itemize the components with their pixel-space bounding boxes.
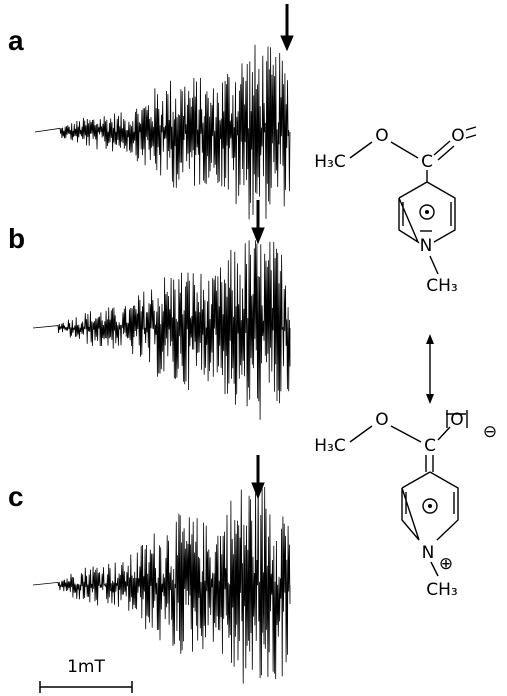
scale-label: 1mT <box>67 657 105 677</box>
atom: H₃C <box>314 152 345 172</box>
atom: N <box>422 543 435 563</box>
spectra <box>32 44 291 684</box>
atom: O <box>450 410 463 430</box>
atom: O <box>451 126 464 146</box>
panel-label: b <box>8 223 25 254</box>
atom: N <box>420 236 433 256</box>
atom: C <box>424 436 436 456</box>
scale-bar <box>39 681 133 693</box>
atom: ⊖ <box>483 422 497 442</box>
structure-bottom: H₃C O C O ⊖ N ⊕ CH₃ <box>314 410 497 600</box>
spectrum <box>32 482 291 684</box>
atom: CH₃ <box>426 276 457 296</box>
structure-top: H₃C O C O N CH₃ <box>314 126 477 296</box>
resonance-arrow <box>426 334 434 404</box>
atom: CH₃ <box>426 580 457 600</box>
atom: H₃C <box>314 436 345 456</box>
atom: ⊕ <box>439 554 453 574</box>
spectrum <box>34 44 291 220</box>
atom: C <box>421 152 433 172</box>
panel-label: a <box>8 25 24 56</box>
arrows <box>251 4 294 500</box>
atom: O <box>375 126 388 146</box>
panel-label: c <box>8 481 24 512</box>
atom: O <box>375 410 388 430</box>
spectrum <box>32 240 291 420</box>
